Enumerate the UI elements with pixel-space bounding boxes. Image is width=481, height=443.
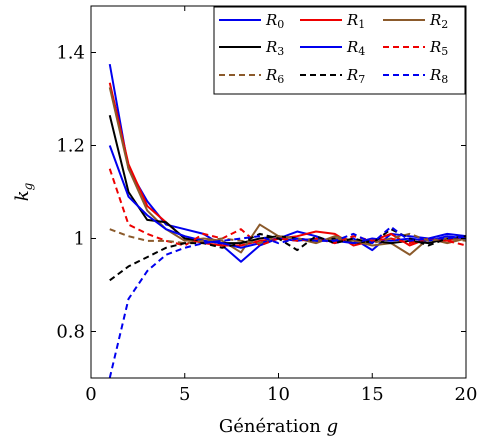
legend-label-r0: R0 [265,11,284,31]
legend-label-r5: R5 [429,38,448,58]
series-line-r7 [109,228,466,282]
legend-label-r3: R3 [265,38,284,58]
x-tick-label: 0 [85,384,96,405]
legend-label-r1: R1 [346,11,365,31]
series-line-r6 [109,228,466,245]
x-tick-label: 15 [361,384,384,405]
x-tick-label: 20 [455,384,478,405]
series-layer [108,63,466,378]
y-tick-label: 0.8 [56,322,85,343]
ticks-layer: 0 5 10 15 20 0.8 1 1.2 1.4 [56,6,477,405]
y-tick-label: 1 [74,229,85,250]
legend-box [213,6,466,95]
legend-label-r6: R6 [265,66,284,86]
x-tick-label: 10 [267,384,290,405]
series-line-r3 [108,115,466,245]
series-line-r4 [108,145,466,249]
legend-label-r8: R8 [429,66,448,86]
y-axis-title: kg [12,182,35,201]
series-line-r8 [108,225,466,378]
y-tick-label: 1.2 [56,136,85,157]
legend-label-r7: R7 [346,66,365,86]
y-tick-label: 1.4 [56,43,85,64]
legend: R0 R1 R2 R3 R4 R5 R6 R7 R8 [213,6,466,95]
legend-label-r2: R2 [429,11,448,31]
x-axis-title: Génération g [219,416,338,437]
legend-label-r4: R4 [346,38,365,58]
x-tick-label: 5 [179,384,190,405]
series-line-r2 [108,87,466,256]
